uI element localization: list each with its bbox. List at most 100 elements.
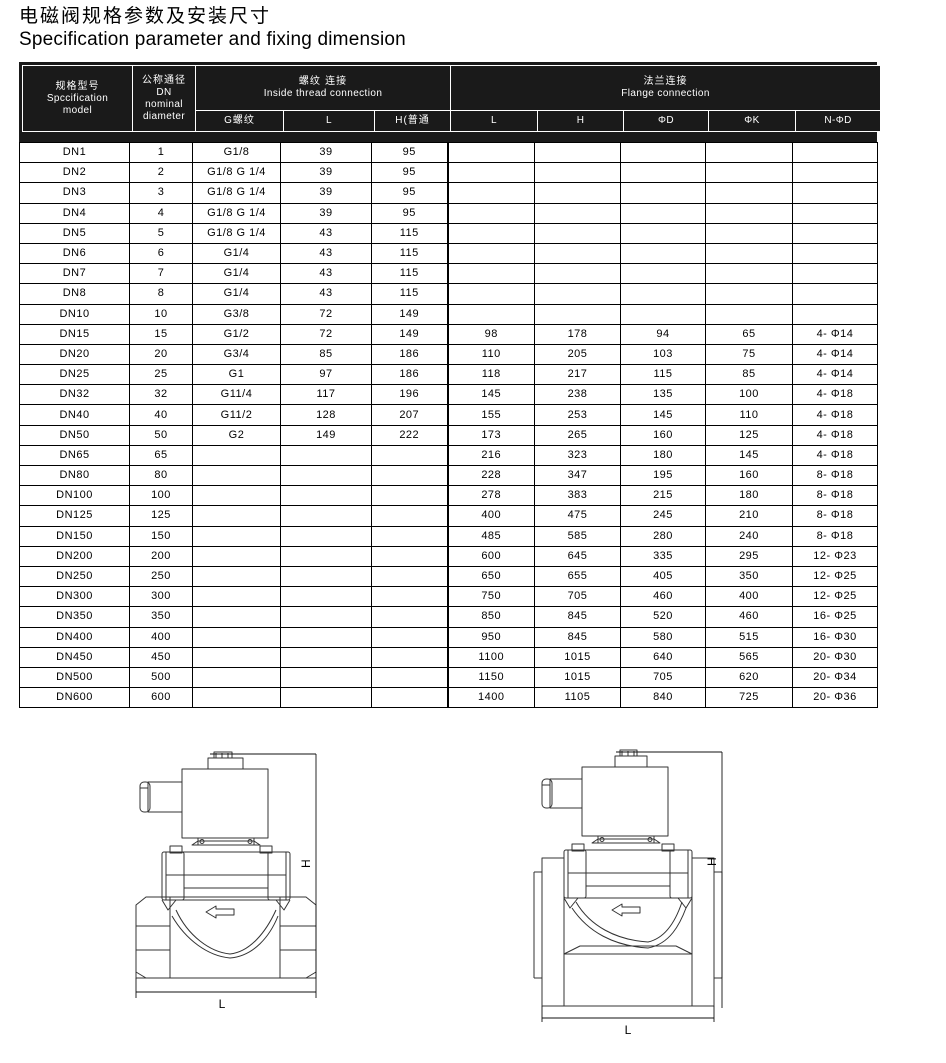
- cell-thread_H: 115: [371, 263, 448, 285]
- cell-thread_L: [280, 485, 372, 507]
- cell-thread_L: 97: [280, 364, 372, 386]
- bolt-right: [661, 843, 675, 852]
- cell-flange_PhiK: [705, 222, 793, 244]
- cell-flange_L: 173: [446, 424, 535, 446]
- cell-flange_N_PhiD: 4- Φ14: [792, 343, 878, 366]
- cell-flange_PhiD: [620, 303, 706, 325]
- cell-flange_L: 98: [446, 323, 535, 345]
- table-row: DN600 600 1400 1105 840 725 20- Φ36: [19, 687, 878, 709]
- bolt-left: [169, 845, 183, 854]
- header-sub-flange-n-phi-d: N-ΦD: [795, 110, 882, 132]
- cell-flange_PhiK: 85: [705, 364, 793, 386]
- cell-flange_L: 850: [446, 606, 535, 628]
- cell-model: DN300: [19, 586, 130, 608]
- cell-flange_N_PhiD: 4- Φ18: [792, 384, 878, 406]
- cell-thread_H: 186: [371, 343, 448, 366]
- cell-thread_L: [280, 565, 372, 588]
- cell-flange_N_PhiD: 12- Φ25: [792, 565, 878, 588]
- cell-flange_PhiD: [620, 202, 706, 224]
- cell-dn: 20: [129, 343, 193, 366]
- cell-thread_H: [371, 687, 448, 709]
- cell-flange_PhiK: 145: [705, 444, 793, 467]
- cell-flange_PhiK: [705, 141, 793, 164]
- cell-flange_PhiK: [705, 303, 793, 325]
- cell-model: DN8: [19, 283, 130, 305]
- cell-model: DN20: [19, 343, 130, 366]
- cell-flange_L: [446, 162, 535, 184]
- cell-flange_PhiD: 145: [620, 404, 706, 426]
- cell-g_thread: [192, 606, 281, 628]
- cell-dn: 125: [129, 505, 193, 527]
- cell-g_thread: [192, 444, 281, 467]
- cell-flange_PhiK: 295: [705, 545, 793, 567]
- flange-valve-height-label: H: [705, 857, 719, 866]
- header-group-flange: 法兰连接 Flange connection: [450, 65, 882, 111]
- cell-thread_H: 196: [371, 384, 448, 406]
- cell-model: DN6: [19, 242, 130, 265]
- header-col-dn-en3: diameter: [142, 110, 186, 122]
- cell-flange_N_PhiD: 4- Φ18: [792, 424, 878, 446]
- cell-flange_L: [446, 141, 535, 164]
- header-sub-flange-h: H: [537, 110, 625, 132]
- table-row: DN300 300 750 705 460 400 12- Φ25: [19, 586, 878, 608]
- cell-thread_L: 39: [280, 202, 372, 224]
- cell-g_thread: [192, 666, 281, 689]
- cell-flange_N_PhiD: [792, 283, 878, 305]
- cell-g_thread: [192, 687, 281, 709]
- cell-thread_L: [280, 626, 372, 648]
- dimension-lines: [541, 751, 723, 1022]
- cell-flange_PhiD: 135: [620, 384, 706, 406]
- cell-flange_H: [534, 202, 621, 224]
- cell-dn: 50: [129, 424, 193, 446]
- cell-g_thread: G2: [192, 424, 281, 446]
- cell-flange_N_PhiD: [792, 162, 878, 184]
- cell-flange_L: [446, 222, 535, 244]
- cell-thread_H: [371, 666, 448, 689]
- cell-g_thread: G1/2: [192, 323, 281, 345]
- cell-thread_H: 186: [371, 364, 448, 386]
- cell-flange_H: 1015: [534, 666, 621, 689]
- cell-thread_H: [371, 565, 448, 588]
- cell-model: DN350: [19, 606, 130, 628]
- cell-flange_N_PhiD: 20- Φ34: [792, 666, 878, 689]
- cell-flange_H: 253: [534, 404, 621, 426]
- cell-flange_H: [534, 222, 621, 244]
- cell-dn: 6: [129, 242, 193, 265]
- cell-model: DN600: [19, 687, 130, 709]
- cell-flange_H: 323: [534, 444, 621, 467]
- page-title: 电磁阀规格参数及安装尺寸 Specification parameter and…: [19, 4, 899, 51]
- flow-arrow: [205, 905, 235, 919]
- table-row: DN450 450 1100 1015 640 565 20- Φ30: [19, 646, 878, 668]
- cell-flange_PhiK: 65: [705, 323, 793, 345]
- cell-flange_H: 845: [534, 606, 621, 628]
- cell-flange_L: [446, 242, 535, 265]
- cell-dn: 400: [129, 626, 193, 648]
- table-row: DN32 32 G11/4 117 196 145 238 135 100 4- Φ18: [19, 384, 878, 406]
- cell-model: DN125: [19, 505, 130, 527]
- cell-thread_L: [280, 545, 372, 567]
- header-sub-flange-phi-d: ΦD: [623, 110, 710, 132]
- cell-flange_L: 278: [446, 485, 535, 507]
- cell-thread_H: [371, 444, 448, 467]
- cell-model: DN15: [19, 323, 130, 345]
- coil-housing: [181, 768, 269, 839]
- cell-thread_H: [371, 505, 448, 527]
- cell-flange_PhiD: 245: [620, 505, 706, 527]
- cell-flange_H: 475: [534, 505, 621, 527]
- cell-thread_L: [280, 525, 372, 547]
- cell-g_thread: G1/8 G 1/4: [192, 162, 281, 184]
- coil-housing: [581, 766, 669, 837]
- cell-g_thread: G1/4: [192, 283, 281, 305]
- table-row: DN7 7 G1/4 43 115: [19, 263, 878, 285]
- cell-dn: 4: [129, 202, 193, 224]
- coil-top-cap: [207, 757, 244, 770]
- cell-flange_H: 585: [534, 525, 621, 547]
- valve-bonnet: [165, 851, 287, 901]
- cell-thread_L: 85: [280, 343, 372, 366]
- cell-flange_N_PhiD: 16- Φ30: [792, 626, 878, 648]
- cell-thread_L: [280, 606, 372, 628]
- threaded-valve-drawing: H L: [135, 751, 317, 1011]
- cell-flange_H: [534, 283, 621, 305]
- cell-flange_N_PhiD: 20- Φ36: [792, 687, 878, 709]
- bolt-right: [259, 845, 273, 854]
